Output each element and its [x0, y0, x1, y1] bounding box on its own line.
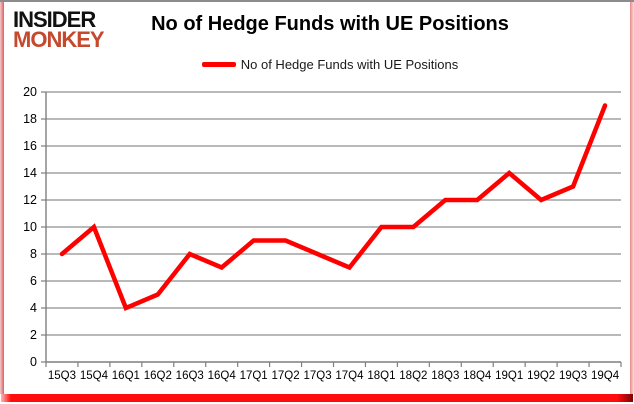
- x-tick-label: 18Q4: [463, 370, 492, 382]
- y-tick-label: 6: [30, 274, 37, 288]
- x-tick-label: 19Q4: [591, 370, 620, 382]
- y-tick-label: 12: [23, 193, 37, 207]
- right-edge-accent: [630, 2, 634, 394]
- x-tick-label: 19Q3: [559, 370, 587, 382]
- x-tick-label: 17Q3: [303, 370, 331, 382]
- x-tick-label: 19Q2: [527, 370, 555, 382]
- logo-monkey-text: MONKEY: [13, 27, 105, 53]
- y-tick-label: 10: [23, 220, 37, 234]
- legend-label: No of Hedge Funds with UE Positions: [240, 57, 459, 72]
- x-tick-label: 17Q4: [335, 370, 364, 382]
- x-tick-label: 18Q2: [399, 370, 427, 382]
- x-tick-label: 15Q3: [48, 370, 76, 382]
- x-tick-label: 16Q2: [144, 370, 172, 382]
- x-tick-label: 15Q4: [80, 370, 109, 382]
- y-tick-label: 18: [23, 112, 37, 126]
- x-tick-label: 18Q1: [367, 370, 395, 382]
- insider-monkey-logo: INSIDER MONKEY: [13, 7, 105, 53]
- left-edge-accent: [0, 2, 4, 394]
- x-tick-label: 17Q2: [272, 370, 300, 382]
- x-tick-label: 18Q3: [431, 370, 459, 382]
- logo-insider-text: INSIDER: [13, 7, 96, 32]
- y-tick-label: 8: [30, 247, 37, 261]
- y-tick-label: 16: [23, 139, 37, 153]
- x-tick-label: 16Q3: [176, 370, 204, 382]
- y-tick-label: 4: [30, 301, 37, 315]
- x-tick-label: 19Q1: [495, 370, 523, 382]
- bottom-edge-accent: [1, 394, 633, 402]
- top-edge-divider: [0, 0, 634, 2]
- x-tick-label: 16Q4: [208, 370, 237, 382]
- y-tick-label: 0: [30, 355, 37, 369]
- legend-line-swatch: [201, 62, 236, 67]
- x-tick-label: 17Q1: [240, 370, 268, 382]
- page-title: No of Hedge Funds with UE Positions: [151, 13, 509, 35]
- y-tick-label: 20: [23, 85, 37, 99]
- y-tick-label: 2: [30, 328, 37, 342]
- y-tick-label: 14: [23, 166, 37, 180]
- data-series-line: [59, 103, 608, 311]
- x-tick-label: 16Q1: [112, 370, 140, 382]
- legend: No of Hedge Funds with UE Positions: [130, 57, 530, 72]
